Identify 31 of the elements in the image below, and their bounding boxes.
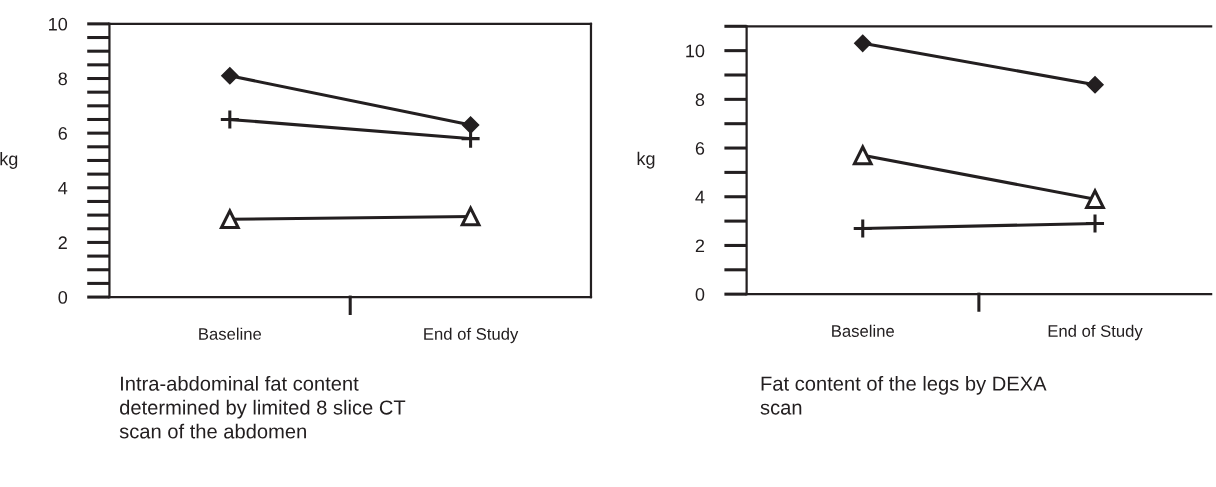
point — [852, 217, 874, 239]
x-tick-label: End of Study — [424, 327, 519, 344]
y-tick-label: 10 — [686, 44, 705, 58]
y-tick-label: 6 — [58, 127, 67, 140]
text: Intra-abdominal fat content determined by limited 8 slice CT scan of the abdomen — [119, 375, 406, 439]
point — [1086, 76, 1104, 94]
y-tick-label: 10 — [49, 17, 68, 31]
y-tick-label: 8 — [58, 72, 67, 86]
point — [221, 67, 239, 85]
point — [219, 108, 241, 131]
text: Fat content of the legs by DEXA scan — [760, 375, 1047, 415]
y-tick-label: 0 — [58, 291, 68, 304]
x-tick-label: Baseline — [832, 324, 894, 337]
y-tick-label: 0 — [695, 288, 705, 301]
point — [219, 209, 240, 230]
y-tick-label: 4 — [695, 190, 705, 204]
point — [1085, 189, 1105, 210]
y-tick-label: 2 — [695, 239, 705, 252]
point — [852, 145, 873, 166]
y-axis-title: kg — [637, 151, 655, 169]
y-tick-label: 6 — [695, 141, 705, 155]
y-tick-label: 2 — [58, 236, 67, 249]
point — [1084, 212, 1106, 235]
y-tick-label: 4 — [58, 181, 68, 195]
x-tick-label: End of Study — [1048, 324, 1143, 341]
point — [462, 116, 479, 134]
point — [854, 34, 872, 52]
y-axis-title: kg — [0, 152, 18, 169]
x-tick-label: Baseline — [199, 327, 262, 340]
y-tick-label: 8 — [695, 93, 705, 107]
point — [459, 204, 482, 227]
